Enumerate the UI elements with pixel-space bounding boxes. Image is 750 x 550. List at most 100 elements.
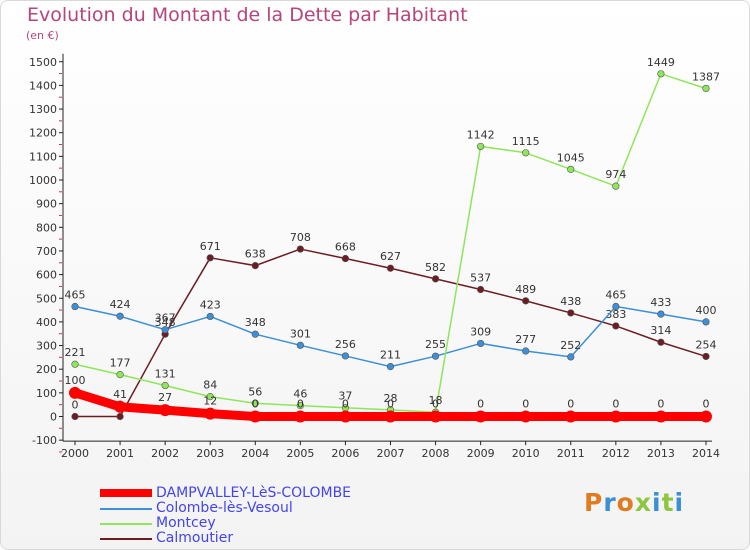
data-point xyxy=(657,310,665,318)
data-point xyxy=(477,339,485,348)
y-tick-label: -100 xyxy=(32,434,57,447)
data-label: 0 xyxy=(567,398,574,411)
data-point xyxy=(386,362,395,371)
data-point xyxy=(477,142,485,151)
data-label: 177 xyxy=(110,357,131,370)
legend-item: DAMPVALLEY-LèS-COLOMBE xyxy=(100,485,430,501)
data-label: 18 xyxy=(429,394,443,407)
x-tick-label: 2014 xyxy=(692,447,720,460)
data-point xyxy=(161,381,169,390)
data-point xyxy=(612,322,620,330)
data-label: 0 xyxy=(342,398,349,411)
data-label: 0 xyxy=(702,398,709,411)
data-point xyxy=(71,302,79,311)
data-point xyxy=(294,410,307,423)
data-label: 423 xyxy=(200,298,221,311)
data-label: 131 xyxy=(155,368,176,381)
data-label: 255 xyxy=(425,338,446,351)
data-point xyxy=(384,410,397,423)
data-label: 1449 xyxy=(647,56,675,69)
data-label: 41 xyxy=(113,388,127,401)
data-point xyxy=(251,262,259,270)
x-tick-label: 2009 xyxy=(467,447,495,460)
chart-title: Evolution du Montant de la Dette par Hab… xyxy=(27,4,468,26)
y-tick-label: 200 xyxy=(36,363,57,376)
data-label: 0 xyxy=(657,398,664,411)
data-point xyxy=(204,407,217,420)
y-tick-label: 400 xyxy=(36,316,57,329)
data-point xyxy=(657,70,665,78)
data-point xyxy=(474,410,487,423)
legend-label: DAMPVALLEY-LèS-COLOMBE xyxy=(156,485,352,501)
data-label: 0 xyxy=(297,398,304,411)
data-label: 221 xyxy=(65,346,86,359)
data-point xyxy=(612,302,620,311)
data-point xyxy=(431,352,440,360)
data-label: 314 xyxy=(650,324,671,337)
data-label: 84 xyxy=(203,379,217,392)
legend: DAMPVALLEY-LèS-COLOMBE Colombe-lès-Vesoul… xyxy=(100,485,430,546)
data-point xyxy=(206,254,214,262)
data-label: 708 xyxy=(290,231,311,244)
data-point xyxy=(69,386,81,399)
y-tick-label: 1300 xyxy=(29,103,57,116)
legend-swatch xyxy=(100,523,152,525)
data-point xyxy=(71,412,79,421)
data-label: 0 xyxy=(432,398,439,411)
data-point xyxy=(114,400,127,413)
y-tick-label: 0 xyxy=(50,411,57,424)
legend-label: Montcey xyxy=(156,515,216,531)
data-label: 28 xyxy=(383,392,397,405)
data-point xyxy=(519,410,532,423)
data-label: 0 xyxy=(522,398,529,411)
data-label: 668 xyxy=(335,241,356,254)
data-label: 0 xyxy=(387,398,394,411)
legend-label: Colombe-lès-Vesoul xyxy=(156,500,293,516)
data-point xyxy=(522,347,530,355)
data-point xyxy=(702,84,710,93)
data-point xyxy=(206,312,214,321)
data-point xyxy=(522,149,530,157)
data-point xyxy=(567,353,575,361)
data-point xyxy=(206,393,214,401)
data-label: 489 xyxy=(515,283,536,296)
data-label: 1142 xyxy=(467,128,495,141)
data-point xyxy=(609,410,622,423)
data-label: 638 xyxy=(245,248,266,261)
data-point xyxy=(522,297,530,305)
y-tick-label: 1400 xyxy=(29,79,57,92)
data-label: 465 xyxy=(605,289,626,302)
data-label: 37 xyxy=(338,390,352,403)
x-tick-label: 2012 xyxy=(602,447,630,460)
data-point xyxy=(657,338,665,346)
x-tick-label: 2003 xyxy=(196,447,224,460)
data-point xyxy=(699,410,712,423)
data-point xyxy=(116,371,124,379)
data-point xyxy=(564,410,577,423)
x-tick-label: 2011 xyxy=(557,447,585,460)
data-label: 0 xyxy=(612,398,619,411)
x-tick-label: 2004 xyxy=(241,447,269,460)
data-point xyxy=(251,399,259,407)
data-point xyxy=(702,318,710,326)
data-label: 424 xyxy=(110,298,131,311)
data-label: 582 xyxy=(425,261,446,274)
data-label: 256 xyxy=(335,338,356,351)
y-tick-label: 100 xyxy=(36,387,57,400)
data-label: 309 xyxy=(470,325,491,338)
unit-label: (en €) xyxy=(26,29,59,42)
data-label: 1387 xyxy=(692,70,720,83)
data-point xyxy=(296,341,304,349)
data-point xyxy=(251,330,259,338)
data-label: 0 xyxy=(72,399,79,412)
data-label: 0 xyxy=(252,398,259,411)
y-tick-label: 900 xyxy=(36,198,57,211)
data-point xyxy=(429,410,442,423)
x-tick-label: 2008 xyxy=(422,447,450,460)
data-point xyxy=(477,285,485,294)
data-point xyxy=(567,165,575,173)
y-tick-label: 1100 xyxy=(29,150,57,163)
data-point xyxy=(159,404,172,417)
data-point xyxy=(654,410,667,423)
